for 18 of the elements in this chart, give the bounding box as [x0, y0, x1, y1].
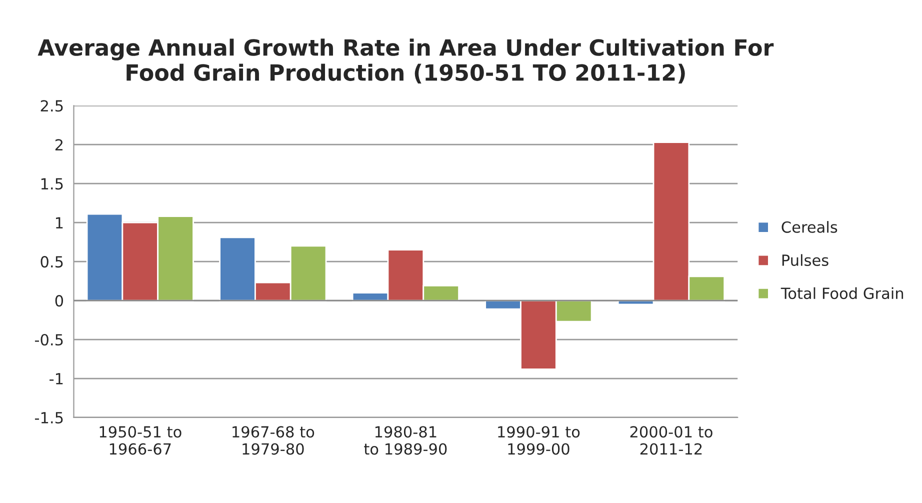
y-tick-label: 1.5 [41, 178, 63, 190]
x-tick-label: 1990-91 to 1999-00 [498, 426, 580, 455]
x-tick-label: 2000-01 to 2011-12 [630, 426, 712, 455]
y-tick-label: 2.5 [40, 100, 63, 112]
chart-title: Average Annual Growth Rate in Area Under Cultivation For Food Grain Production (1950-51 TO 2011-12) [38, 38, 774, 84]
x-tick-label: 1950-51 to 1966-67 [100, 426, 182, 455]
y-tick-label: -1.5 [34, 412, 63, 424]
legend-label: Total Food Grain [780, 287, 904, 300]
y-tick-label: -0.5 [34, 334, 63, 346]
y-tick-label: 0.5 [40, 256, 63, 268]
y-tick-label: 0 [55, 295, 64, 307]
legend-label: Cereals [782, 221, 838, 233]
y-tick-label: 1 [56, 217, 63, 228]
legend-label: Pulses [782, 254, 828, 266]
x-tick-label: 1980-81 to 1989-90 [364, 426, 447, 455]
y-tick-label: 2 [55, 139, 63, 150]
y-tick-label: -1 [50, 373, 63, 384]
x-tick-label: 1967-68 to 1979-80 [232, 426, 314, 455]
